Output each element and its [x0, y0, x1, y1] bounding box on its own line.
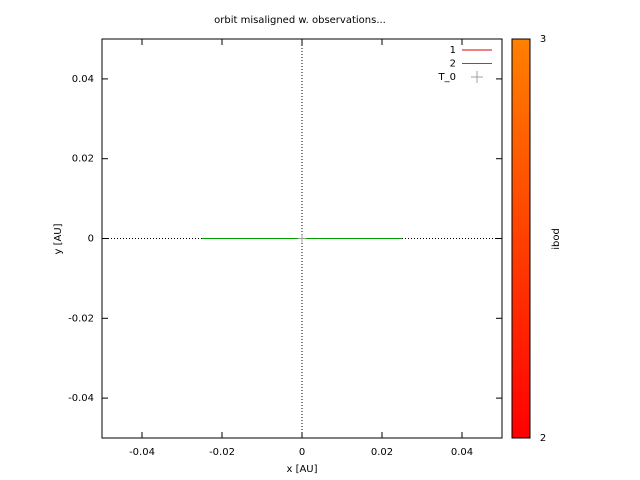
x-tick-label: -0.02: [209, 447, 235, 458]
colorbar-tick-label: 2: [540, 433, 546, 444]
colorbar-tick-label: 3: [540, 34, 546, 45]
y-tick-label: -0.02: [68, 313, 94, 324]
y-tick-label: -0.04: [68, 393, 94, 404]
legend-label: 2: [450, 59, 456, 70]
y-tick-label: 0: [88, 234, 94, 245]
colorbar: [511, 38, 531, 439]
legend-label: T_0: [438, 72, 456, 83]
x-tick-label: 0.04: [451, 447, 473, 458]
y-tick-label: 0.04: [72, 74, 94, 85]
x-tick-label: 0.02: [371, 447, 393, 458]
y-axis-label: y [AU]: [53, 223, 64, 254]
x-axis-label: x [AU]: [286, 464, 317, 475]
legend-marker: [471, 71, 483, 83]
x-tick-label: 0: [299, 447, 305, 458]
colorbar-label: ibod: [551, 228, 562, 250]
x-tick-label: -0.04: [129, 447, 155, 458]
chart-title: orbit misaligned w. observations...: [214, 15, 386, 26]
point-marker: [298, 234, 306, 243]
legend-label: 1: [450, 45, 456, 56]
y-tick-label: 0.02: [72, 154, 94, 165]
plot-frame: [101, 38, 503, 439]
